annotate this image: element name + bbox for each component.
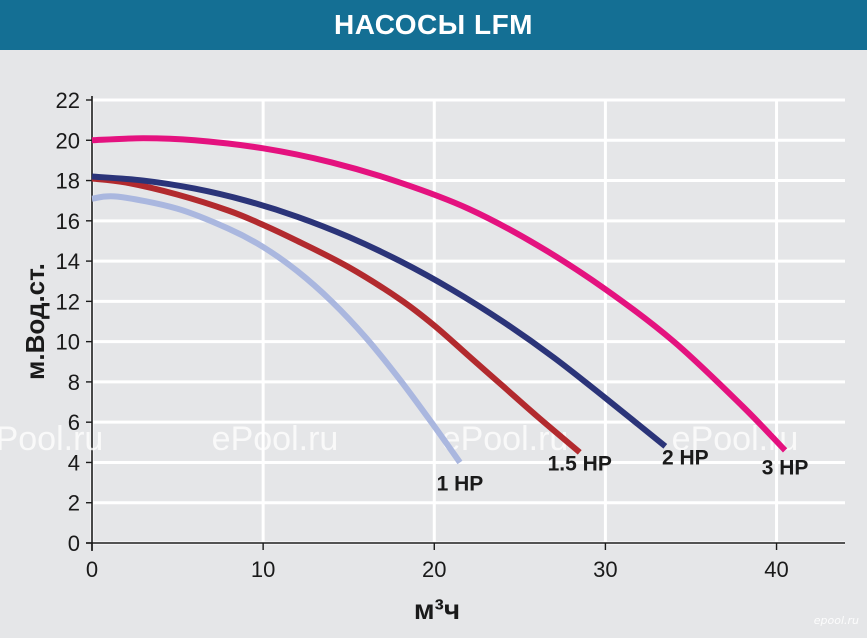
- plot-background: [92, 100, 845, 543]
- series-line: [91, 193, 463, 465]
- series-label: 2 HP: [662, 446, 709, 469]
- y-tick-label: 12: [56, 289, 80, 314]
- y-tick-label: 20: [56, 128, 80, 153]
- y-tick-label: 10: [56, 330, 80, 355]
- x-tick-label: 0: [86, 557, 98, 582]
- x-tick-label: 20: [422, 557, 446, 582]
- x-axis-title: м³ч: [414, 594, 460, 625]
- series-line: [91, 173, 668, 449]
- y-tick-label: 8: [68, 370, 80, 395]
- y-tick-label: 0: [68, 531, 80, 556]
- x-tick-label: 10: [251, 557, 275, 582]
- series-line: [91, 135, 788, 453]
- chart-svg: 0 2 4 6 8 10 12 14 16 18 20 22 0 10 20 30 40 ePool.ru ePoo…: [0, 88, 845, 625]
- plot-area: 0 2 4 6 8 10 12 14 16 18 20 22 0 10 20 30 40 ePool.ru ePoo…: [0, 50, 867, 633]
- y-tick-label: 6: [68, 410, 80, 435]
- y-axis-title: м.Вод.ст.: [20, 263, 50, 380]
- watermark-text: ePool.ru: [0, 420, 103, 458]
- y-tick-label: 2: [68, 491, 80, 516]
- title-bar: НАСОСЫ LFM: [0, 0, 867, 50]
- y-tick-label: 16: [56, 209, 80, 234]
- series-label: 1 HP: [437, 472, 484, 495]
- x-tick-label: 30: [593, 557, 617, 582]
- series-label: 3 HP: [762, 456, 809, 479]
- y-tick-label: 4: [68, 450, 80, 475]
- x-tick-label: 40: [764, 557, 788, 582]
- chart-title: НАСОСЫ LFM: [334, 9, 533, 40]
- y-tick-label: 14: [56, 249, 80, 274]
- series-line: [91, 175, 582, 455]
- corner-watermark: epool.ru: [813, 614, 859, 627]
- y-tick-label: 18: [56, 169, 80, 194]
- watermark-text: ePool.ru: [212, 420, 339, 458]
- series-label: 1.5 HP: [548, 452, 612, 475]
- y-tick-label: 22: [56, 88, 80, 113]
